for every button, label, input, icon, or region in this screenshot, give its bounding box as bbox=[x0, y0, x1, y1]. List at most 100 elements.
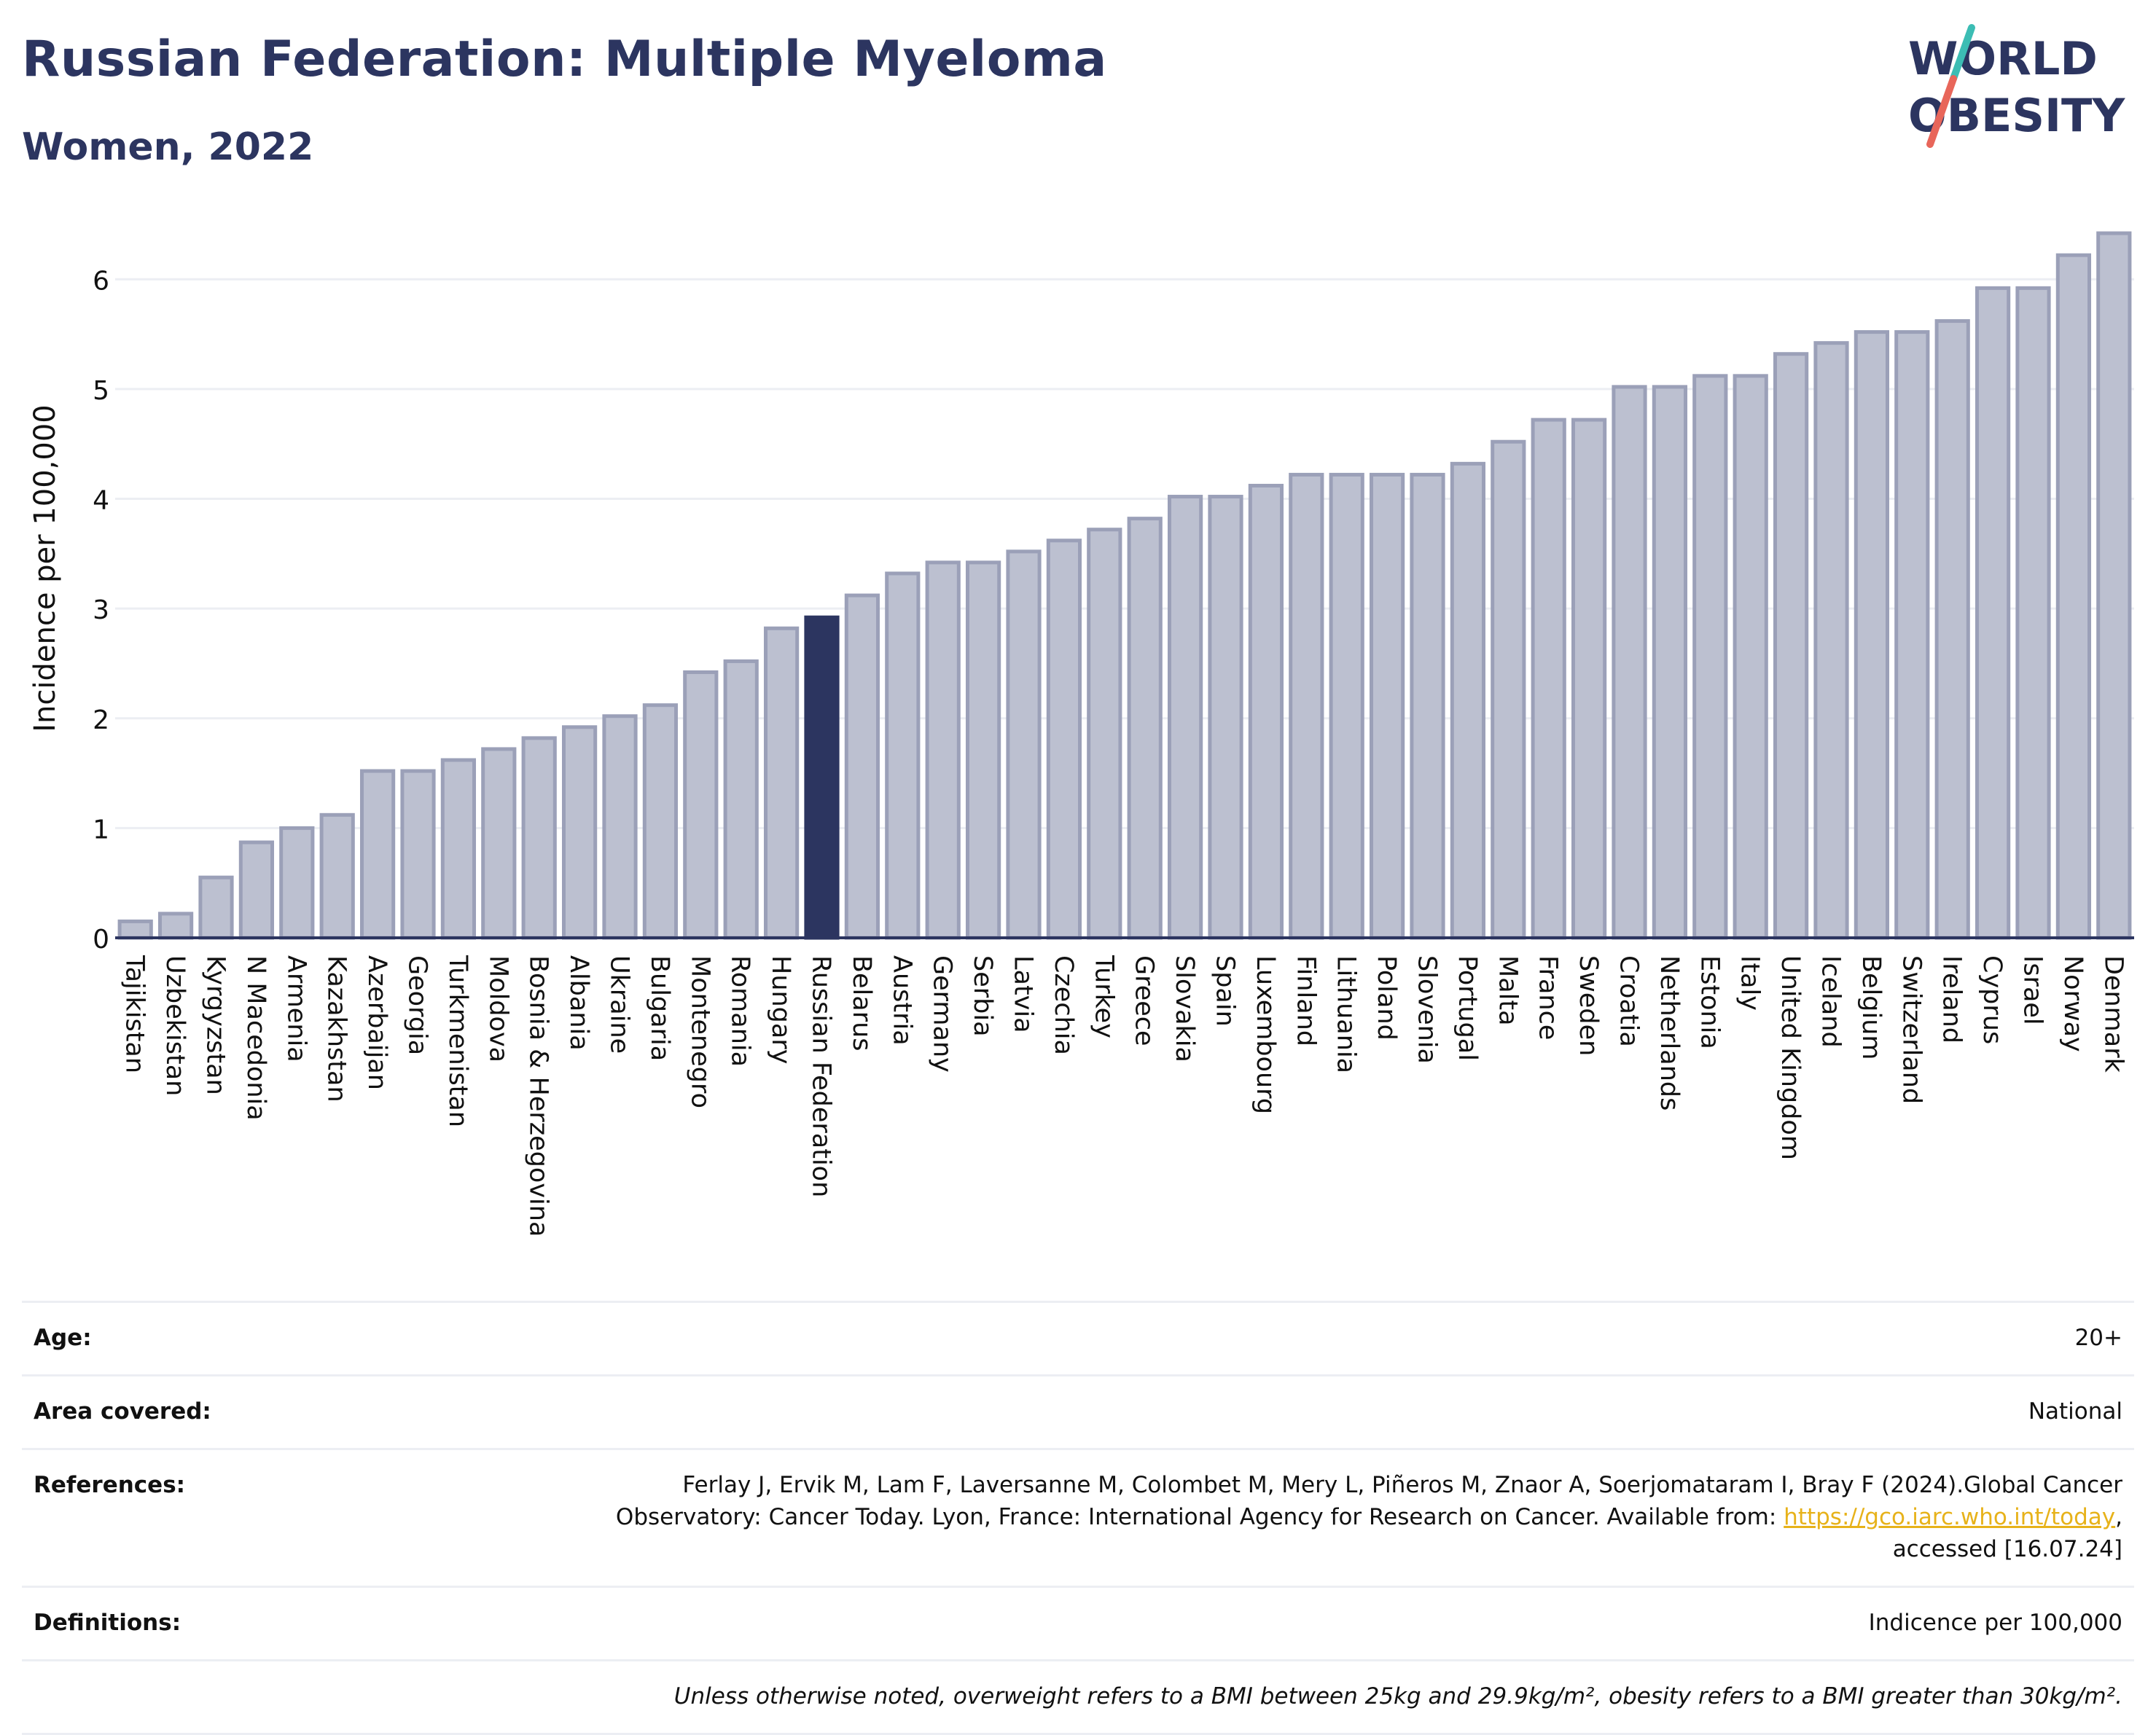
bar bbox=[683, 670, 719, 940]
x-tick-label: Estonia bbox=[1695, 955, 1724, 1049]
age-value: 20+ bbox=[2074, 1325, 2122, 1351]
x-tick-label: Turkey bbox=[1089, 955, 1118, 1038]
x-tick-label: Portugal bbox=[1453, 955, 1482, 1061]
bar-chart: 0 1 2 3 4 5 6 Tajikistan Uzbekistan Kyrgyzstan N M… bbox=[28, 231, 2134, 1237]
x-tick-label: Azerbaijan bbox=[362, 955, 391, 1090]
logo-slash-bottom bbox=[1926, 75, 1957, 148]
bar bbox=[1410, 472, 1445, 940]
x-tick-label: Georgia bbox=[403, 955, 432, 1055]
bar bbox=[198, 875, 234, 940]
bar bbox=[279, 826, 315, 940]
x-tick-label: Austria bbox=[887, 955, 916, 1046]
x-tick-label: United Kingdom bbox=[1776, 955, 1805, 1160]
x-tick-label: Italy bbox=[1735, 955, 1765, 1011]
bar bbox=[1289, 472, 1324, 940]
bar bbox=[1450, 461, 1486, 940]
references-value: Ferlay J, Ervik M, Lam F, Laversanne M, … bbox=[555, 1469, 2122, 1565]
y-tick-label: 6 bbox=[93, 266, 109, 296]
area-row: Area covered: National bbox=[22, 1374, 2134, 1448]
y-tick-label: 1 bbox=[93, 815, 109, 845]
bar bbox=[1369, 472, 1405, 940]
x-tick-label: Belarus bbox=[847, 955, 876, 1051]
definitions-row: Definitions: Indicence per 100,000 bbox=[22, 1586, 2134, 1659]
x-tick-label: Poland bbox=[1372, 955, 1401, 1041]
bar bbox=[1773, 352, 1809, 940]
x-tick-label: Czechia bbox=[1049, 955, 1078, 1055]
bar bbox=[1652, 385, 1688, 940]
x-tick-label: Spain bbox=[1211, 955, 1240, 1027]
info-table: Age: 20+ Area covered: National Referenc… bbox=[22, 1301, 2134, 1735]
x-tick-label: Bulgaria bbox=[645, 955, 674, 1061]
x-tick-label: France bbox=[1534, 955, 1563, 1040]
x-tick-label: Malta bbox=[1493, 955, 1522, 1026]
y-tick-label: 4 bbox=[93, 486, 109, 516]
x-tick-label: Finland bbox=[1291, 955, 1320, 1046]
bmi-note: Unless otherwise noted, overweight refer… bbox=[673, 1683, 2122, 1709]
bar bbox=[521, 736, 557, 940]
bar bbox=[400, 769, 436, 940]
definitions-value: Indicence per 100,000 bbox=[1868, 1610, 2122, 1636]
x-tick-label: Ireland bbox=[1937, 955, 1966, 1043]
bar bbox=[440, 758, 477, 940]
x-tick-label: Switzerland bbox=[1897, 955, 1926, 1104]
x-tick-label: Albania bbox=[564, 955, 593, 1051]
bar bbox=[157, 912, 194, 940]
x-tick-label: Israel bbox=[2018, 955, 2047, 1025]
bar bbox=[1975, 286, 2011, 940]
y-tick-label: 0 bbox=[93, 925, 109, 955]
bar bbox=[965, 560, 1001, 940]
x-tick-label: Montenegro bbox=[685, 955, 714, 1108]
x-tick-label: Kazakhstan bbox=[322, 955, 351, 1103]
y-tick-label: 3 bbox=[93, 595, 109, 625]
bar bbox=[642, 703, 679, 940]
x-tick-label: Slovenia bbox=[1413, 955, 1442, 1064]
bar bbox=[1854, 330, 1890, 940]
y-tick-label: 5 bbox=[93, 376, 109, 406]
x-tick-label: Lithuania bbox=[1332, 955, 1361, 1073]
bar bbox=[1127, 517, 1163, 940]
references-suffix: , accessed [16.07.24] bbox=[1892, 1504, 2122, 1562]
x-tick-label: N Macedonia bbox=[241, 955, 270, 1121]
bar bbox=[1329, 472, 1364, 940]
bar bbox=[1813, 341, 1849, 940]
note-row: Unless otherwise noted, overweight refer… bbox=[22, 1659, 2134, 1735]
world-obesity-logo: WORLD OBESITY bbox=[1908, 24, 2125, 148]
x-tick-label: Sweden bbox=[1574, 955, 1603, 1056]
references-link[interactable]: https://gco.iarc.who.int/today bbox=[1784, 1504, 2116, 1530]
x-tick-label: Bosnia & Herzegovina bbox=[524, 955, 553, 1237]
x-tick-label: Armenia bbox=[281, 955, 310, 1062]
x-tick-label: Hungary bbox=[766, 955, 795, 1064]
bar bbox=[1167, 495, 1203, 940]
x-tick-label: Turkmenistan bbox=[443, 955, 472, 1127]
bar bbox=[602, 714, 638, 940]
logo-slash-top bbox=[1950, 24, 1975, 82]
x-tick-label: Netherlands bbox=[1655, 955, 1684, 1111]
bar bbox=[1208, 495, 1243, 940]
x-tick-label: Uzbekistan bbox=[160, 955, 190, 1096]
definitions-label: Definitions: bbox=[34, 1610, 181, 1636]
x-tick-label: Iceland bbox=[1816, 955, 1846, 1048]
bar bbox=[1531, 418, 1566, 940]
bar bbox=[1248, 483, 1284, 940]
bar bbox=[723, 659, 759, 940]
bar bbox=[1046, 538, 1082, 940]
x-tick-label: Norway bbox=[2058, 955, 2087, 1052]
bar bbox=[2096, 231, 2132, 940]
bar bbox=[359, 769, 396, 940]
bar bbox=[1491, 439, 1526, 940]
bar-highlighted bbox=[804, 615, 840, 940]
y-axis-label: Incidence per 100,000 bbox=[28, 404, 62, 732]
bar bbox=[319, 812, 355, 940]
y-tick-label: 2 bbox=[93, 705, 109, 735]
x-tick-label: Cyprus bbox=[1977, 955, 2007, 1044]
references-row: References: Ferlay J, Ervik M, Lam F, La… bbox=[22, 1448, 2134, 1586]
bar bbox=[2055, 253, 2092, 940]
bar bbox=[1894, 330, 1930, 940]
area-label: Area covered: bbox=[34, 1398, 211, 1425]
bar bbox=[1733, 374, 1768, 940]
bar bbox=[1006, 549, 1042, 940]
bar bbox=[117, 919, 153, 940]
bar bbox=[885, 571, 921, 940]
page-subtitle: Women, 2022 bbox=[22, 125, 314, 169]
x-tick-label: Kyrgyzstan bbox=[201, 955, 230, 1095]
